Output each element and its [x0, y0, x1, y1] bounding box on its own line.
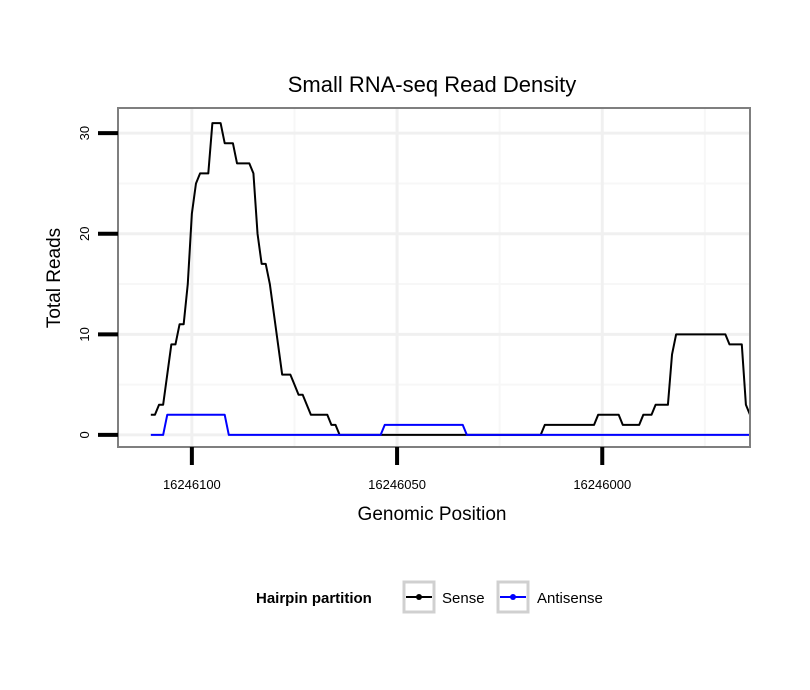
y-tick-label: 0 — [77, 431, 92, 438]
legend-dot-sense — [416, 594, 422, 600]
x-tick-label: 16246050 — [368, 477, 426, 492]
y-axis: 0 10 20 30 — [77, 126, 118, 439]
x-axis-title: Genomic Position — [358, 504, 507, 525]
series-sense-line — [150, 122, 751, 436]
series-antisense-line — [150, 413, 750, 436]
series-layer — [150, 122, 751, 436]
legend-item-sense[interactable]: Sense — [402, 580, 485, 614]
legend-dot-antisense — [510, 594, 516, 600]
legend-label-antisense: Antisense — [537, 590, 603, 607]
plot-panel — [118, 108, 750, 447]
legend-label-sense: Sense — [442, 590, 485, 607]
x-tick-label: 16246000 — [573, 477, 631, 492]
legend-title: Hairpin partition — [256, 590, 372, 607]
y-tick-label: 20 — [77, 227, 92, 241]
x-axis: 16246100 16246050 16246000 — [163, 447, 631, 492]
y-axis-title: Total Reads — [44, 228, 65, 328]
y-tick-label: 30 — [77, 126, 92, 140]
legend-item-antisense[interactable]: Antisense — [496, 580, 603, 614]
x-tick-label: 16246100 — [163, 477, 221, 492]
chart-title: Small RNA-seq Read Density — [288, 72, 577, 97]
legend: Hairpin partition Sense Antisense — [256, 580, 603, 614]
y-tick-label: 10 — [77, 327, 92, 341]
plot-border — [117, 107, 751, 448]
